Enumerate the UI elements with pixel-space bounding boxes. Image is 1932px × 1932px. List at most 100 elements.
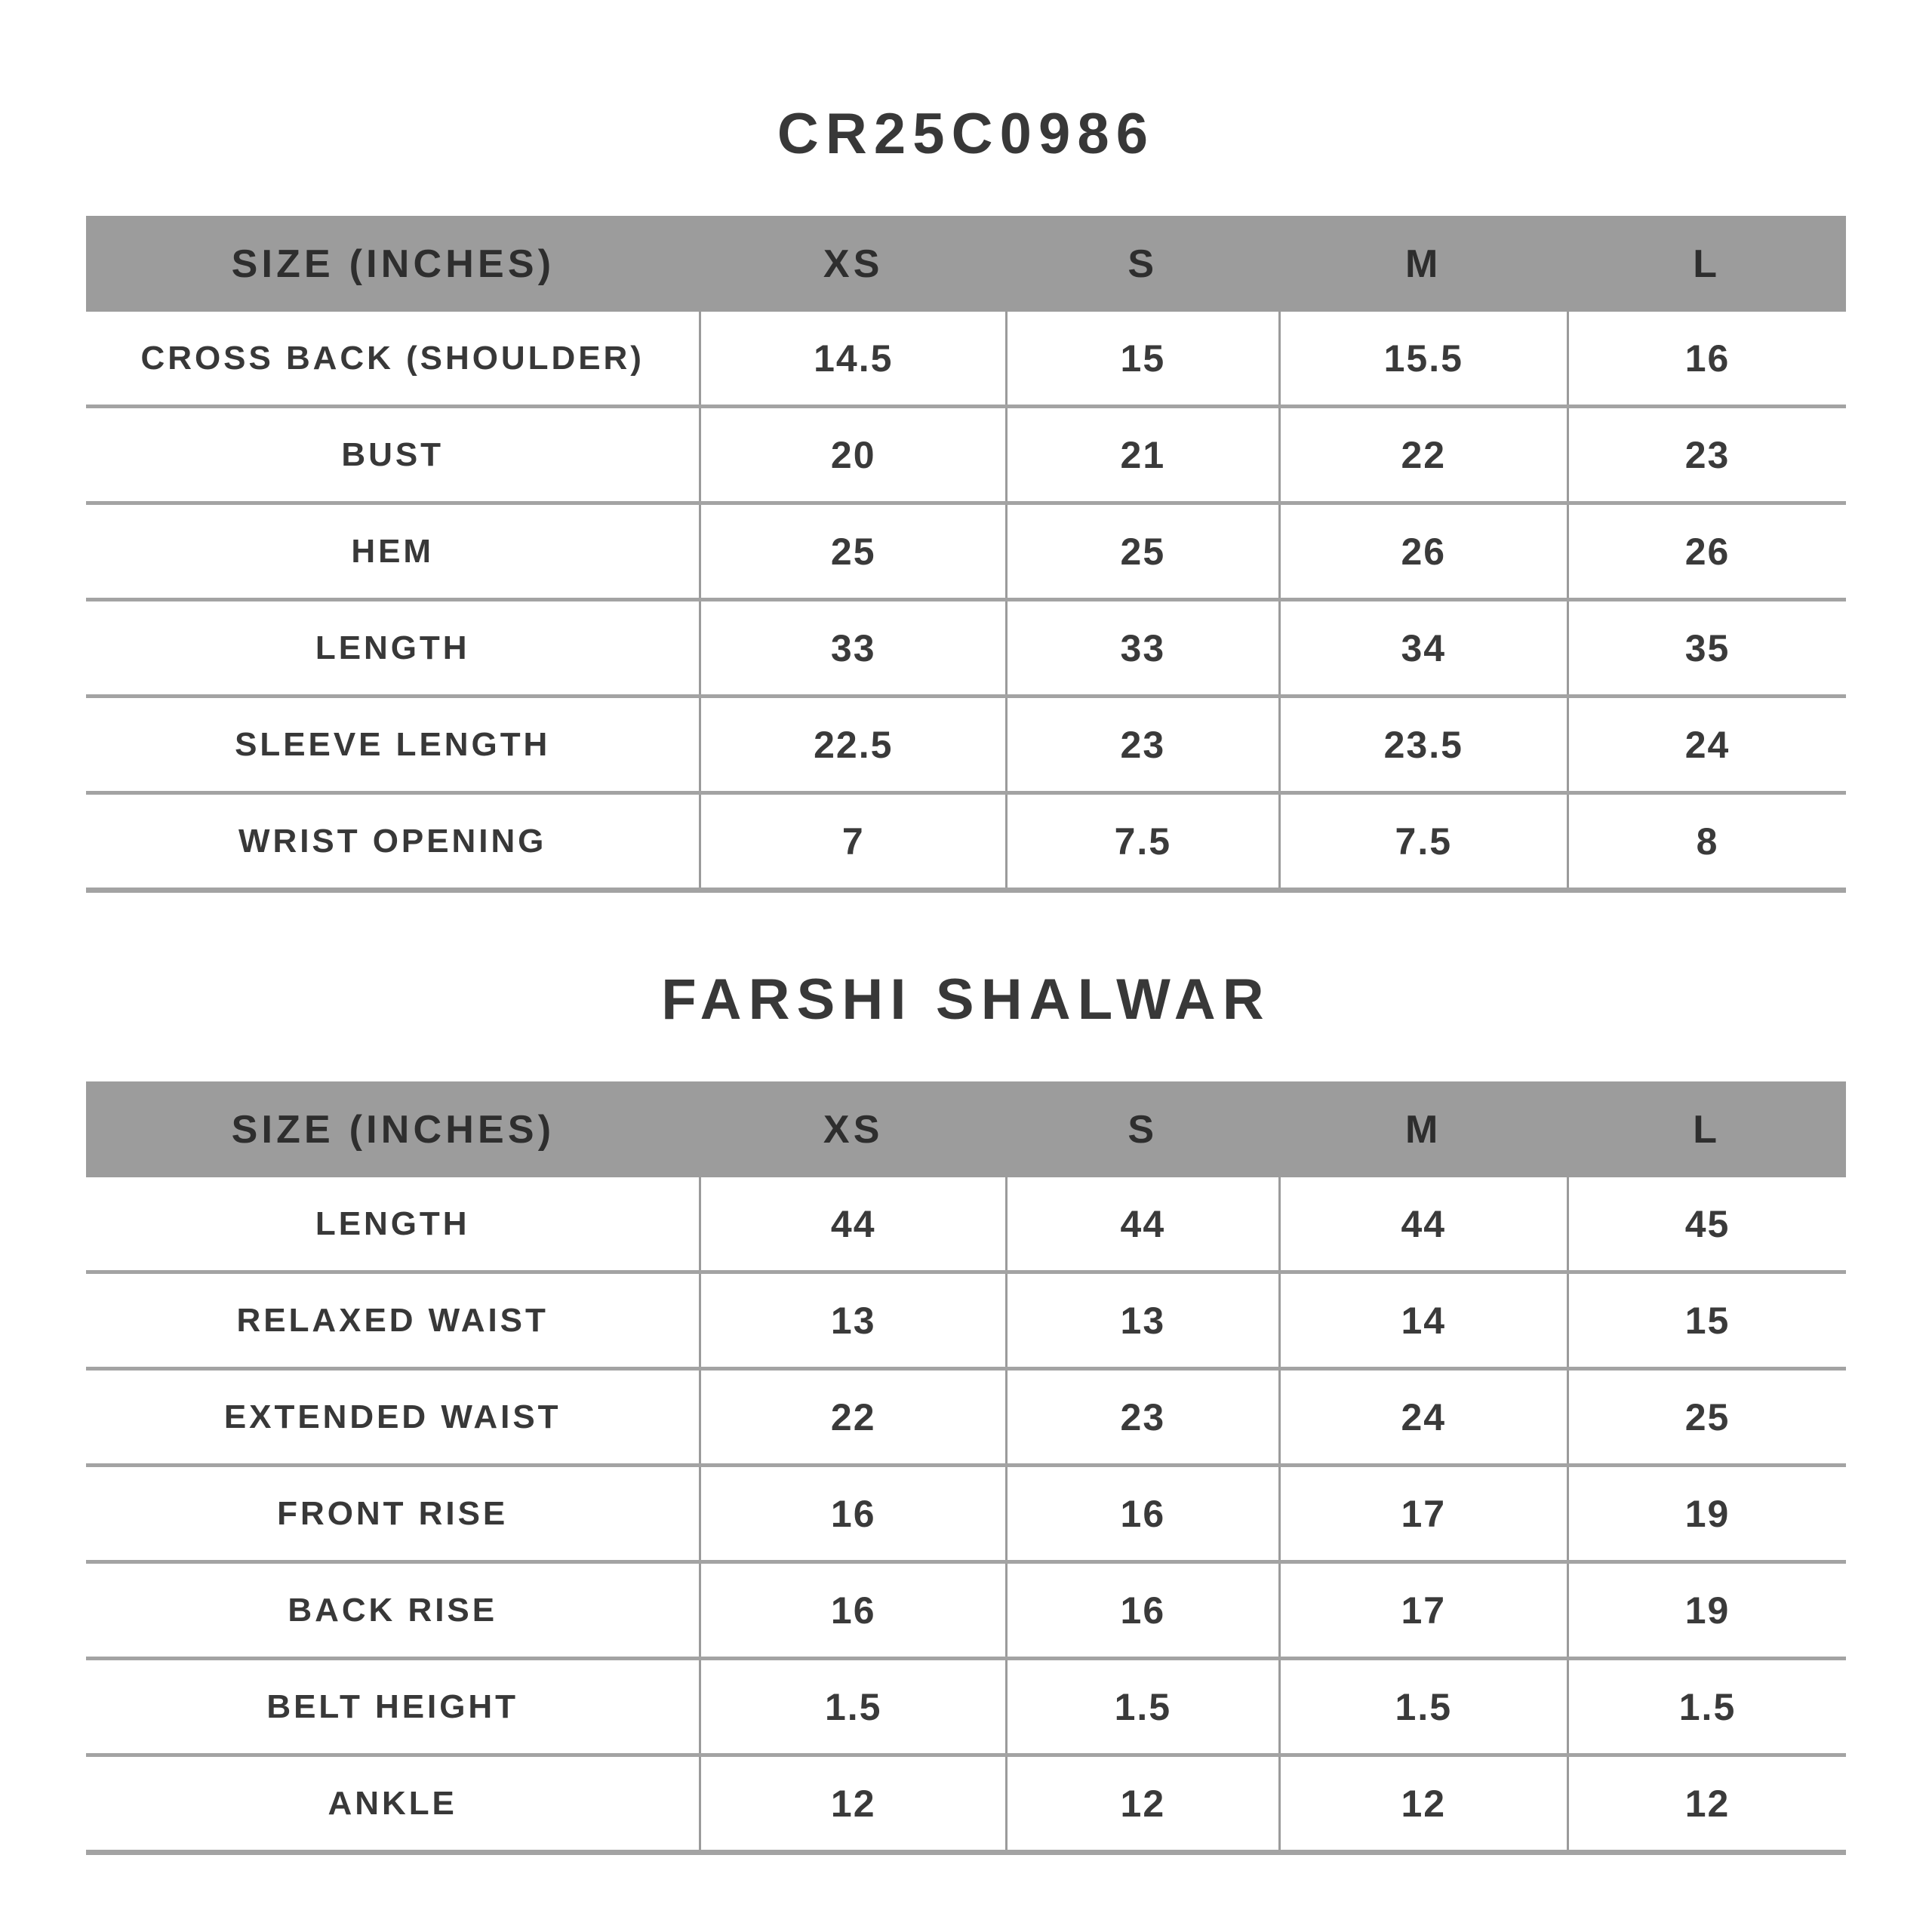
- header-row: SIZE (INCHES) XS S M L: [86, 1081, 1846, 1177]
- farshi-shalwar-title: FARSHI SHALWAR: [661, 968, 1271, 1032]
- measurement-row: CROSS BACK (SHOULDER) 14.5 15 15.5 16: [86, 312, 1846, 408]
- column-header-size-inches: SIZE (INCHES): [86, 216, 700, 312]
- section-farshi-shalwar: FARSHI SHALWAR SIZE (INCHES) XS S M L LENGTH…: [0, 893, 1932, 1855]
- measurement-value: 24: [1278, 1368, 1568, 1467]
- measurement-row: SLEEVE LENGTH 22.5 23 23.5 24: [86, 696, 1846, 795]
- column-header-size-xs: XS: [700, 1081, 1007, 1177]
- measurement-label: WRIST OPENING: [86, 792, 700, 893]
- measurement-value: 19: [1567, 1465, 1846, 1564]
- measurement-value: 12: [1005, 1755, 1280, 1855]
- measurement-value: 25: [699, 503, 1007, 601]
- measurement-row: WRIST OPENING 7 7.5 7.5 8: [86, 792, 1846, 893]
- measurement-label: EXTENDED WAIST: [86, 1368, 700, 1467]
- measurement-value: 13: [699, 1272, 1007, 1371]
- measurement-value: 16: [1005, 1465, 1280, 1564]
- measurement-value: 15.5: [1278, 312, 1568, 408]
- measurement-value: 20: [699, 406, 1007, 505]
- measurement-value: 24: [1567, 696, 1846, 795]
- column-header-size-m: M: [1279, 216, 1568, 312]
- measurement-row: ANKLE 12 12 12 12: [86, 1755, 1846, 1855]
- measurement-value: 35: [1567, 599, 1846, 698]
- measurement-value: 44: [1278, 1177, 1568, 1274]
- measurement-value: 26: [1278, 503, 1568, 601]
- section-product-top: CR25C0986 SIZE (INCHES) XS S M L CROSS BACK …: [0, 0, 1932, 893]
- measurement-value: 16: [699, 1465, 1007, 1564]
- measurement-row: LENGTH 44 44 44 45: [86, 1177, 1846, 1274]
- size-table-farshi-shalwar: SIZE (INCHES) XS S M L LENGTH 44 44 44 45 RELAXED…: [86, 1081, 1846, 1855]
- measurement-row: HEM 25 25 26 26: [86, 503, 1846, 601]
- measurement-row: BUST 20 21 22 23: [86, 406, 1846, 505]
- measurement-value: 7: [699, 792, 1007, 893]
- measurement-value: 14: [1278, 1272, 1568, 1371]
- measurement-value: 33: [1005, 599, 1280, 698]
- measurement-value: 12: [1278, 1755, 1568, 1855]
- measurement-value: 34: [1278, 599, 1568, 698]
- measurement-value: 23: [1005, 1368, 1280, 1467]
- size-table-body: CROSS BACK (SHOULDER) 14.5 15 15.5 16 BUST 20 2…: [86, 312, 1846, 893]
- measurement-value: 17: [1278, 1465, 1568, 1564]
- measurement-value: 44: [699, 1177, 1007, 1274]
- measurement-value: 23: [1005, 696, 1280, 795]
- measurement-value: 16: [699, 1561, 1007, 1660]
- measurement-value: 1.5: [1567, 1658, 1846, 1757]
- measurement-value: 13: [1005, 1272, 1280, 1371]
- measurement-label: BACK RISE: [86, 1561, 700, 1660]
- measurement-value: 17: [1278, 1561, 1568, 1660]
- measurement-value: 1.5: [1005, 1658, 1280, 1757]
- size-table-top: SIZE (INCHES) XS S M L CROSS BACK (SHOULDER)…: [86, 216, 1846, 893]
- measurement-label: LENGTH: [86, 1177, 700, 1274]
- measurement-label: HEM: [86, 503, 700, 601]
- measurement-value: 14.5: [699, 312, 1007, 408]
- measurement-value: 15: [1567, 1272, 1846, 1371]
- measurement-value: 25: [1005, 503, 1280, 601]
- size-table-header: SIZE (INCHES) XS S M L: [86, 216, 1846, 312]
- measurement-label: LENGTH: [86, 599, 700, 698]
- measurement-value: 1.5: [1278, 1658, 1568, 1757]
- measurement-label: ANKLE: [86, 1755, 700, 1855]
- column-header-size-l: L: [1567, 216, 1846, 312]
- column-header-size-m: M: [1279, 1081, 1568, 1177]
- measurement-value: 1.5: [699, 1658, 1007, 1757]
- measurement-value: 7.5: [1005, 792, 1280, 893]
- measurement-value: 15: [1005, 312, 1280, 408]
- column-header-size-l: L: [1567, 1081, 1846, 1177]
- measurement-row: LENGTH 33 33 34 35: [86, 599, 1846, 698]
- measurement-value: 33: [699, 599, 1007, 698]
- measurement-value: 12: [1567, 1755, 1846, 1855]
- measurement-row: FRONT RISE 16 16 17 19: [86, 1465, 1846, 1564]
- header-row: SIZE (INCHES) XS S M L: [86, 216, 1846, 312]
- measurement-label: FRONT RISE: [86, 1465, 700, 1564]
- measurement-label: BELT HEIGHT: [86, 1658, 700, 1757]
- column-header-size-inches: SIZE (INCHES): [86, 1081, 700, 1177]
- measurement-label: CROSS BACK (SHOULDER): [86, 312, 700, 408]
- measurement-value: 16: [1005, 1561, 1280, 1660]
- measurement-value: 22: [699, 1368, 1007, 1467]
- column-header-size-xs: XS: [700, 216, 1007, 312]
- measurement-row: BACK RISE 16 16 17 19: [86, 1561, 1846, 1660]
- measurement-row: RELAXED WAIST 13 13 14 15: [86, 1272, 1846, 1371]
- measurement-value: 23: [1567, 406, 1846, 505]
- measurement-value: 25: [1567, 1368, 1846, 1467]
- measurement-value: 8: [1567, 792, 1846, 893]
- measurement-value: 21: [1005, 406, 1280, 505]
- measurement-value: 45: [1567, 1177, 1846, 1274]
- product-code-title: CR25C0986: [777, 102, 1155, 166]
- measurement-value: 44: [1005, 1177, 1280, 1274]
- measurement-value: 12: [699, 1755, 1007, 1855]
- measurement-value: 22.5: [699, 696, 1007, 795]
- measurement-label: RELAXED WAIST: [86, 1272, 700, 1371]
- measurement-value: 22: [1278, 406, 1568, 505]
- measurement-value: 7.5: [1278, 792, 1568, 893]
- measurement-row: BELT HEIGHT 1.5 1.5 1.5 1.5: [86, 1658, 1846, 1757]
- measurement-value: 26: [1567, 503, 1846, 601]
- column-header-size-s: S: [1006, 216, 1280, 312]
- measurement-label: SLEEVE LENGTH: [86, 696, 700, 795]
- measurement-label: BUST: [86, 406, 700, 505]
- measurement-value: 16: [1567, 312, 1846, 408]
- measurement-value: 23.5: [1278, 696, 1568, 795]
- size-table-header: SIZE (INCHES) XS S M L: [86, 1081, 1846, 1177]
- measurement-row: EXTENDED WAIST 22 23 24 25: [86, 1368, 1846, 1467]
- column-header-size-s: S: [1006, 1081, 1280, 1177]
- size-table-body: LENGTH 44 44 44 45 RELAXED WAIST 13 13 14 15 EXTEN…: [86, 1177, 1846, 1855]
